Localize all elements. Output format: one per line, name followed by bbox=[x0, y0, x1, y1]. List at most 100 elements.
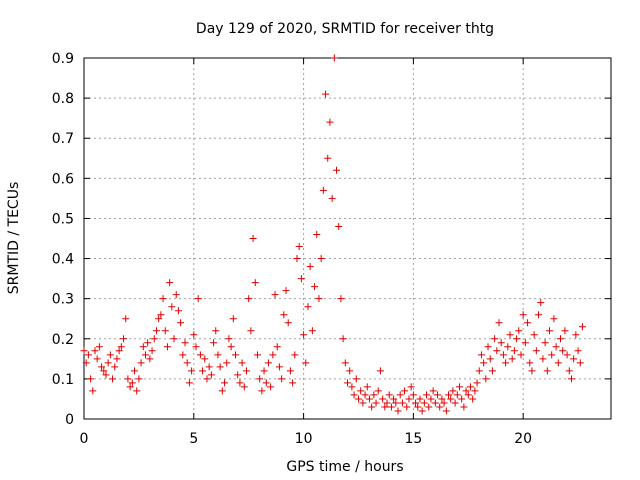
data-point bbox=[462, 387, 470, 395]
data-point bbox=[289, 379, 297, 387]
data-point bbox=[539, 355, 547, 363]
data-point bbox=[111, 363, 119, 371]
data-point bbox=[381, 403, 389, 411]
data-point bbox=[98, 363, 106, 371]
data-point bbox=[420, 399, 428, 407]
data-point bbox=[271, 291, 279, 299]
data-point bbox=[576, 359, 584, 367]
data-point bbox=[260, 367, 268, 375]
data-point bbox=[482, 375, 490, 383]
data-point bbox=[477, 351, 485, 359]
data-point bbox=[495, 319, 503, 327]
data-point bbox=[398, 399, 406, 407]
data-point bbox=[543, 367, 551, 375]
data-point bbox=[447, 395, 455, 403]
data-point bbox=[407, 383, 415, 391]
data-point bbox=[339, 335, 347, 343]
data-point bbox=[286, 367, 294, 375]
data-point bbox=[203, 375, 211, 383]
data-point bbox=[133, 387, 141, 395]
data-point bbox=[535, 311, 543, 319]
data-point bbox=[416, 395, 424, 403]
data-point bbox=[148, 347, 156, 355]
data-point bbox=[139, 343, 147, 351]
data-point bbox=[497, 339, 505, 347]
x-axis: 0 5 10 15 20 bbox=[80, 58, 532, 447]
data-point bbox=[521, 339, 529, 347]
data-point bbox=[466, 383, 474, 391]
data-point bbox=[159, 295, 167, 303]
data-point bbox=[390, 395, 398, 403]
data-point bbox=[218, 387, 226, 395]
data-point bbox=[324, 154, 332, 162]
data-point bbox=[179, 351, 187, 359]
data-point bbox=[550, 315, 558, 323]
data-point bbox=[572, 331, 580, 339]
data-point bbox=[273, 343, 281, 351]
data-point bbox=[306, 263, 314, 271]
data-point bbox=[451, 399, 459, 407]
data-point bbox=[499, 351, 507, 359]
data-point bbox=[280, 311, 288, 319]
data-point bbox=[460, 403, 468, 411]
x-tick-label: 15 bbox=[404, 431, 422, 447]
data-point bbox=[337, 295, 345, 303]
data-point bbox=[100, 367, 108, 375]
data-point bbox=[225, 335, 233, 343]
data-point bbox=[524, 319, 532, 327]
data-point bbox=[177, 319, 185, 327]
data-point bbox=[212, 327, 220, 335]
data-point bbox=[552, 343, 560, 351]
data-point bbox=[135, 375, 143, 383]
data-point bbox=[429, 387, 437, 395]
data-point bbox=[486, 355, 494, 363]
plot-frame bbox=[83, 57, 612, 420]
data-point bbox=[508, 355, 516, 363]
data-point bbox=[278, 375, 286, 383]
data-point bbox=[330, 54, 338, 62]
data-point bbox=[229, 315, 237, 323]
data-point bbox=[403, 403, 411, 411]
data-point bbox=[141, 351, 149, 359]
data-point bbox=[506, 331, 514, 339]
data-point bbox=[137, 359, 145, 367]
y-axis-label: SRMTID / TECUs bbox=[6, 182, 22, 295]
data-point bbox=[319, 186, 327, 194]
data-point bbox=[192, 343, 200, 351]
data-point bbox=[313, 230, 321, 238]
x-tick-label: 5 bbox=[189, 431, 198, 447]
data-point bbox=[216, 363, 224, 371]
data-point bbox=[293, 255, 301, 263]
data-point bbox=[352, 375, 360, 383]
data-point bbox=[251, 279, 259, 287]
data-point bbox=[376, 367, 384, 375]
data-point bbox=[236, 379, 244, 387]
data-point bbox=[150, 335, 158, 343]
data-point bbox=[196, 351, 204, 359]
data-point bbox=[170, 335, 178, 343]
data-point bbox=[300, 331, 308, 339]
data-point bbox=[275, 363, 283, 371]
data-point bbox=[387, 403, 395, 411]
data-point bbox=[245, 295, 253, 303]
data-point bbox=[561, 327, 569, 335]
y-tick-label: 0.3 bbox=[52, 292, 74, 308]
data-point bbox=[152, 327, 160, 335]
data-point bbox=[317, 255, 325, 263]
data-point bbox=[414, 403, 422, 411]
data-point bbox=[346, 367, 354, 375]
data-point bbox=[168, 303, 176, 311]
data-point bbox=[528, 367, 536, 375]
data-point bbox=[89, 387, 97, 395]
data-point bbox=[183, 359, 191, 367]
data-point bbox=[427, 395, 435, 403]
data-point bbox=[493, 347, 501, 355]
data-point bbox=[264, 359, 272, 367]
data-point bbox=[194, 295, 202, 303]
data-point bbox=[249, 235, 257, 242]
data-point bbox=[106, 351, 114, 359]
data-point bbox=[513, 335, 521, 343]
data-point bbox=[166, 279, 174, 287]
data-point bbox=[232, 351, 240, 359]
data-point bbox=[442, 407, 450, 415]
